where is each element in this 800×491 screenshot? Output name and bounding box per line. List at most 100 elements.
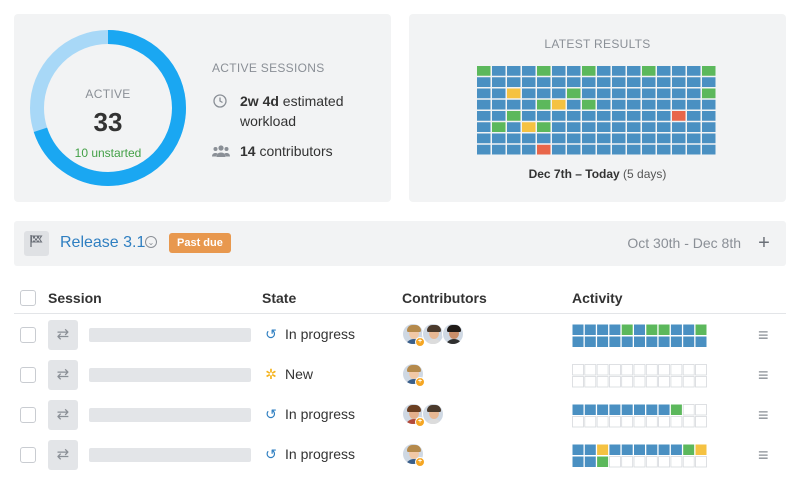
result-cell[interactable] xyxy=(492,99,506,110)
result-cell[interactable] xyxy=(612,111,626,121)
result-cell[interactable] xyxy=(627,122,641,132)
result-cell[interactable] xyxy=(627,88,641,99)
session-name-placeholder[interactable] xyxy=(89,408,251,422)
result-cell[interactable] xyxy=(627,99,641,110)
result-cell[interactable] xyxy=(702,122,716,132)
result-cell[interactable] xyxy=(597,88,611,99)
select-all-checkbox[interactable] xyxy=(20,290,36,306)
result-cell[interactable] xyxy=(567,88,581,99)
result-cell[interactable] xyxy=(627,133,641,144)
result-cell[interactable] xyxy=(522,88,536,99)
result-cell[interactable] xyxy=(672,77,686,87)
result-cell[interactable] xyxy=(492,111,506,121)
session-column-header[interactable]: Session xyxy=(48,290,102,306)
result-cell[interactable] xyxy=(687,111,701,121)
chevron-down-icon[interactable]: ⌄ xyxy=(145,236,157,248)
result-cell[interactable] xyxy=(657,144,671,155)
result-cell[interactable] xyxy=(597,133,611,144)
table-row[interactable]: ⇄ ↺ In progress + ≡ xyxy=(14,435,786,475)
contributors-column-header[interactable]: Contributors xyxy=(402,290,487,306)
result-cell[interactable] xyxy=(477,99,491,110)
result-cell[interactable] xyxy=(477,144,491,155)
result-cell[interactable] xyxy=(552,66,566,76)
result-cell[interactable] xyxy=(642,111,656,121)
result-cell[interactable] xyxy=(477,122,491,132)
result-cell[interactable] xyxy=(672,88,686,99)
result-cell[interactable] xyxy=(507,133,521,144)
result-cell[interactable] xyxy=(657,111,671,121)
result-cell[interactable] xyxy=(537,133,551,144)
result-cell[interactable] xyxy=(687,66,701,76)
result-cell[interactable] xyxy=(672,99,686,110)
result-cell[interactable] xyxy=(627,66,641,76)
result-cell[interactable] xyxy=(537,77,551,87)
result-cell[interactable] xyxy=(507,77,521,87)
result-cell[interactable] xyxy=(612,66,626,76)
result-cell[interactable] xyxy=(582,66,596,76)
result-cell[interactable] xyxy=(552,111,566,121)
result-cell[interactable] xyxy=(567,144,581,155)
row-checkbox[interactable] xyxy=(20,367,36,383)
result-cell[interactable] xyxy=(507,122,521,132)
result-cell[interactable] xyxy=(492,88,506,99)
result-cell[interactable] xyxy=(672,122,686,132)
result-cell[interactable] xyxy=(522,99,536,110)
table-row[interactable]: ⇄ ↺ In progress + ≡ xyxy=(14,395,786,435)
result-cell[interactable] xyxy=(582,144,596,155)
result-cell[interactable] xyxy=(642,133,656,144)
menu-icon[interactable]: ≡ xyxy=(758,405,769,425)
result-cell[interactable] xyxy=(567,66,581,76)
result-cell[interactable] xyxy=(687,99,701,110)
result-cell[interactable] xyxy=(582,133,596,144)
result-cell[interactable] xyxy=(522,133,536,144)
result-cell[interactable] xyxy=(522,144,536,155)
avatar[interactable] xyxy=(442,323,464,345)
row-checkbox[interactable] xyxy=(20,407,36,423)
release-name[interactable]: Release 3.1 xyxy=(60,234,146,251)
result-cell[interactable] xyxy=(642,66,656,76)
result-cell[interactable] xyxy=(702,111,716,121)
result-cell[interactable] xyxy=(672,144,686,155)
session-name-placeholder[interactable] xyxy=(89,448,251,462)
result-cell[interactable] xyxy=(492,122,506,132)
result-cell[interactable] xyxy=(657,77,671,87)
menu-icon[interactable]: ≡ xyxy=(758,325,769,345)
result-cell[interactable] xyxy=(477,111,491,121)
result-cell[interactable] xyxy=(672,66,686,76)
result-cell[interactable] xyxy=(597,122,611,132)
result-cell[interactable] xyxy=(657,88,671,99)
result-cell[interactable] xyxy=(537,111,551,121)
result-cell[interactable] xyxy=(492,144,506,155)
result-cell[interactable] xyxy=(642,144,656,155)
result-cell[interactable] xyxy=(582,111,596,121)
result-cell[interactable] xyxy=(567,122,581,132)
result-cell[interactable] xyxy=(477,88,491,99)
result-cell[interactable] xyxy=(702,144,716,155)
result-cell[interactable] xyxy=(702,88,716,99)
avatar[interactable] xyxy=(422,403,444,425)
result-cell[interactable] xyxy=(612,133,626,144)
table-row[interactable]: ⇄ ✲ New + ≡ xyxy=(14,355,786,395)
result-cell[interactable] xyxy=(507,111,521,121)
result-cell[interactable] xyxy=(552,77,566,87)
result-cell[interactable] xyxy=(567,77,581,87)
result-cell[interactable] xyxy=(597,77,611,87)
avatar[interactable] xyxy=(422,323,444,345)
result-cell[interactable] xyxy=(702,133,716,144)
result-cell[interactable] xyxy=(657,66,671,76)
flag-icon[interactable] xyxy=(24,231,49,256)
add-session-button[interactable]: + xyxy=(758,232,770,254)
session-name-placeholder[interactable] xyxy=(89,328,251,342)
result-cell[interactable] xyxy=(597,99,611,110)
result-cell[interactable] xyxy=(492,66,506,76)
result-cell[interactable] xyxy=(627,144,641,155)
result-cell[interactable] xyxy=(672,111,686,121)
result-cell[interactable] xyxy=(642,122,656,132)
menu-icon[interactable]: ≡ xyxy=(758,445,769,465)
result-cell[interactable] xyxy=(627,77,641,87)
result-cell[interactable] xyxy=(567,111,581,121)
result-cell[interactable] xyxy=(492,133,506,144)
result-cell[interactable] xyxy=(522,77,536,87)
result-cell[interactable] xyxy=(657,122,671,132)
result-cell[interactable] xyxy=(672,133,686,144)
